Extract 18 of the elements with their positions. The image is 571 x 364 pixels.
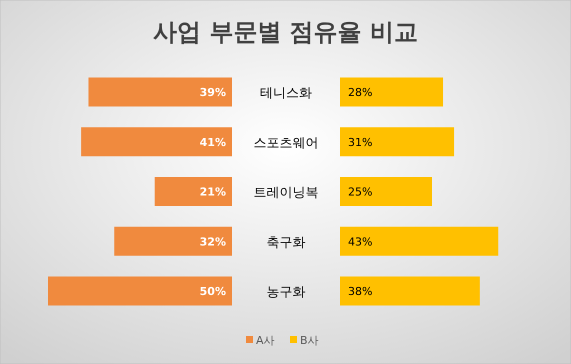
data-label: 50% bbox=[200, 285, 226, 298]
legend-label: B사 bbox=[300, 334, 319, 347]
text: 사업 부문별 점유율 비교 bbox=[152, 18, 418, 46]
y-tick-label: 농구화 bbox=[266, 285, 306, 300]
data-label: 43% bbox=[348, 235, 372, 248]
y-tick-label: 테니스화 bbox=[260, 86, 312, 101]
y-tick-label: 스포츠웨어 bbox=[254, 136, 318, 151]
y-tick-label: 트레이닝복 bbox=[254, 186, 318, 200]
data-label: 41% bbox=[200, 136, 226, 149]
data-label: 39% bbox=[200, 86, 226, 99]
legend-label: A사 bbox=[256, 334, 275, 347]
data-label: 28% bbox=[348, 86, 372, 99]
data-label: 31% bbox=[348, 136, 372, 149]
y-tick-label: 축구화 bbox=[266, 235, 306, 250]
data-label: 25% bbox=[348, 186, 372, 198]
data-label: 38% bbox=[348, 285, 372, 298]
data-label: 21% bbox=[200, 186, 226, 198]
data-label: 32% bbox=[200, 235, 226, 248]
